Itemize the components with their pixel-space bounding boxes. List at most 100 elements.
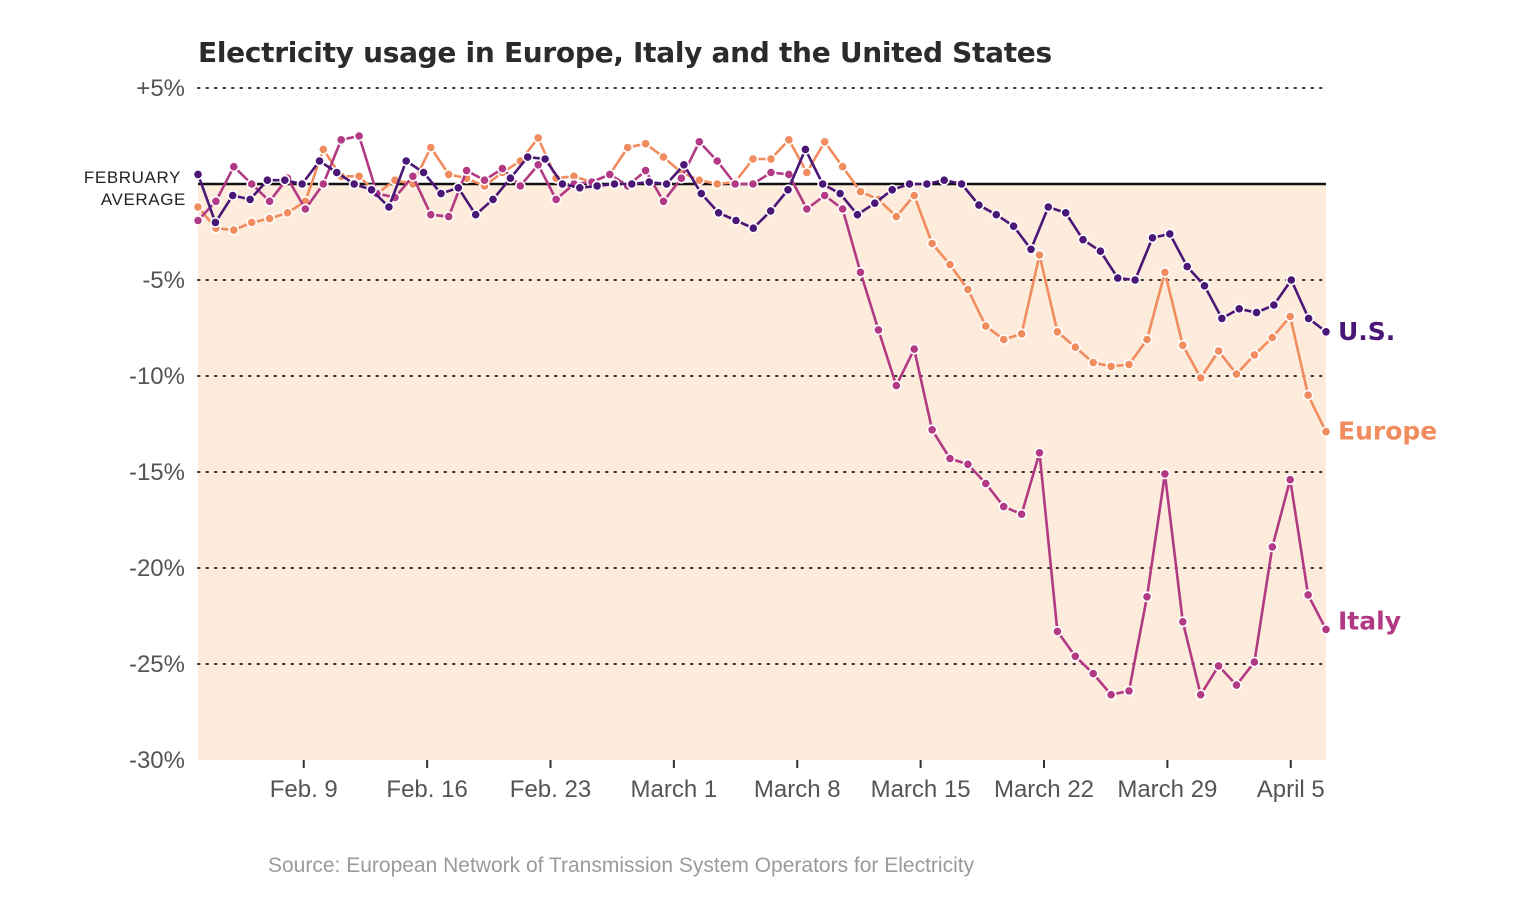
point-italy-47 — [1034, 447, 1045, 459]
y-tick-label-5: -25% — [129, 651, 185, 678]
point-italy-48 — [1052, 626, 1063, 637]
point-italy-36 — [837, 203, 848, 215]
point-us-10 — [366, 184, 377, 196]
point-europe-60 — [1266, 332, 1278, 343]
point-us-0 — [192, 168, 204, 180]
point-europe-49 — [1069, 341, 1081, 353]
point-us-44 — [956, 178, 967, 190]
point-italy-29 — [711, 155, 723, 167]
point-italy-20 — [550, 193, 562, 205]
point-italy-44 — [980, 478, 992, 489]
point-us-49 — [1042, 201, 1054, 213]
point-europe-26 — [658, 151, 669, 163]
point-us-35 — [800, 143, 811, 155]
point-italy-43 — [962, 458, 974, 470]
point-europe-41 — [926, 238, 938, 249]
point-italy-9 — [353, 130, 365, 142]
point-italy-18 — [514, 180, 526, 192]
y-tick-label-4: -20% — [129, 555, 185, 582]
point-europe-34 — [801, 167, 813, 178]
point-us-30 — [713, 207, 724, 219]
point-italy-19 — [532, 159, 544, 171]
point-italy-60 — [1266, 541, 1278, 553]
point-italy-61 — [1284, 474, 1296, 486]
point-us-59 — [1216, 312, 1228, 324]
point-italy-34 — [801, 203, 813, 215]
series-line-europe — [196, 136, 1328, 434]
point-europe-2 — [228, 224, 240, 236]
point-us-42 — [921, 178, 933, 190]
point-italy-35 — [819, 190, 831, 201]
point-us-50 — [1060, 207, 1072, 219]
point-europe-25 — [640, 138, 651, 150]
point-europe-0 — [192, 201, 204, 213]
point-italy-30 — [729, 178, 741, 190]
point-europe-36 — [837, 161, 848, 173]
x-tick-label-8: April 5 — [1257, 776, 1325, 803]
point-us-41 — [904, 178, 915, 190]
x-tick-label-6: March 22 — [994, 776, 1094, 803]
point-italy-1 — [210, 195, 222, 207]
point-us-53 — [1112, 272, 1124, 284]
point-europe-58 — [1231, 368, 1242, 380]
point-us-5 — [279, 174, 291, 186]
point-us-58 — [1199, 280, 1210, 292]
point-us-48 — [1025, 243, 1037, 255]
point-us-23 — [591, 180, 603, 192]
point-italy-12 — [407, 170, 419, 182]
point-italy-25 — [640, 165, 651, 176]
point-us-9 — [348, 178, 360, 190]
point-us-19 — [522, 151, 534, 163]
x-tick-label-7: March 29 — [1117, 776, 1217, 803]
point-europe-3 — [246, 216, 258, 228]
point-europe-63 — [1320, 426, 1332, 438]
point-europe-54 — [1159, 266, 1171, 278]
point-us-64 — [1303, 312, 1314, 324]
point-italy-56 — [1195, 689, 1207, 701]
point-europe-52 — [1123, 359, 1135, 370]
point-italy-38 — [873, 324, 884, 336]
point-us-40 — [886, 184, 898, 196]
point-europe-62 — [1302, 389, 1314, 401]
point-italy-6 — [299, 203, 311, 215]
x-axis: Feb. 9 Feb. 16 Feb. 23 March 1 March 8 March … — [270, 760, 1325, 803]
series-label-europe: Europe — [1338, 417, 1437, 446]
point-europe-44 — [980, 320, 992, 332]
point-us-29 — [695, 188, 707, 199]
point-italy-3 — [246, 178, 258, 190]
point-us-7 — [314, 155, 325, 167]
point-europe-9 — [353, 170, 365, 182]
point-us-65 — [1320, 326, 1332, 338]
point-us-62 — [1268, 299, 1280, 311]
chart-title: Electricity usage in Europe, Italy and t… — [198, 36, 1052, 69]
point-italy-54 — [1159, 468, 1171, 480]
point-italy-58 — [1231, 679, 1242, 691]
point-italy-7 — [317, 178, 329, 190]
point-italy-52 — [1123, 685, 1135, 697]
point-italy-17 — [496, 163, 508, 174]
point-us-21 — [557, 178, 568, 190]
point-us-51 — [1077, 234, 1089, 246]
point-europe-59 — [1249, 349, 1260, 361]
point-us-43 — [938, 174, 950, 186]
y-tick-label-1: -5% — [142, 267, 185, 294]
source-note: Source: European Network of Transmission… — [268, 854, 975, 877]
point-us-34 — [782, 184, 794, 196]
point-us-18 — [504, 172, 516, 184]
point-us-33 — [765, 205, 777, 217]
point-italy-26 — [658, 195, 669, 207]
point-europe-46 — [1016, 328, 1027, 340]
point-italy-63 — [1320, 624, 1332, 635]
point-italy-53 — [1141, 591, 1153, 603]
point-us-13 — [418, 167, 429, 178]
point-italy-46 — [1016, 508, 1027, 520]
point-europe-4 — [264, 213, 275, 224]
point-us-3 — [244, 193, 256, 205]
point-us-45 — [973, 199, 985, 211]
x-tick-label-1: Feb. 16 — [386, 776, 467, 803]
y-tick-label-3: -15% — [129, 459, 185, 486]
point-europe-42 — [944, 259, 956, 270]
point-italy-50 — [1087, 668, 1099, 679]
series-line-italy — [196, 134, 1328, 697]
